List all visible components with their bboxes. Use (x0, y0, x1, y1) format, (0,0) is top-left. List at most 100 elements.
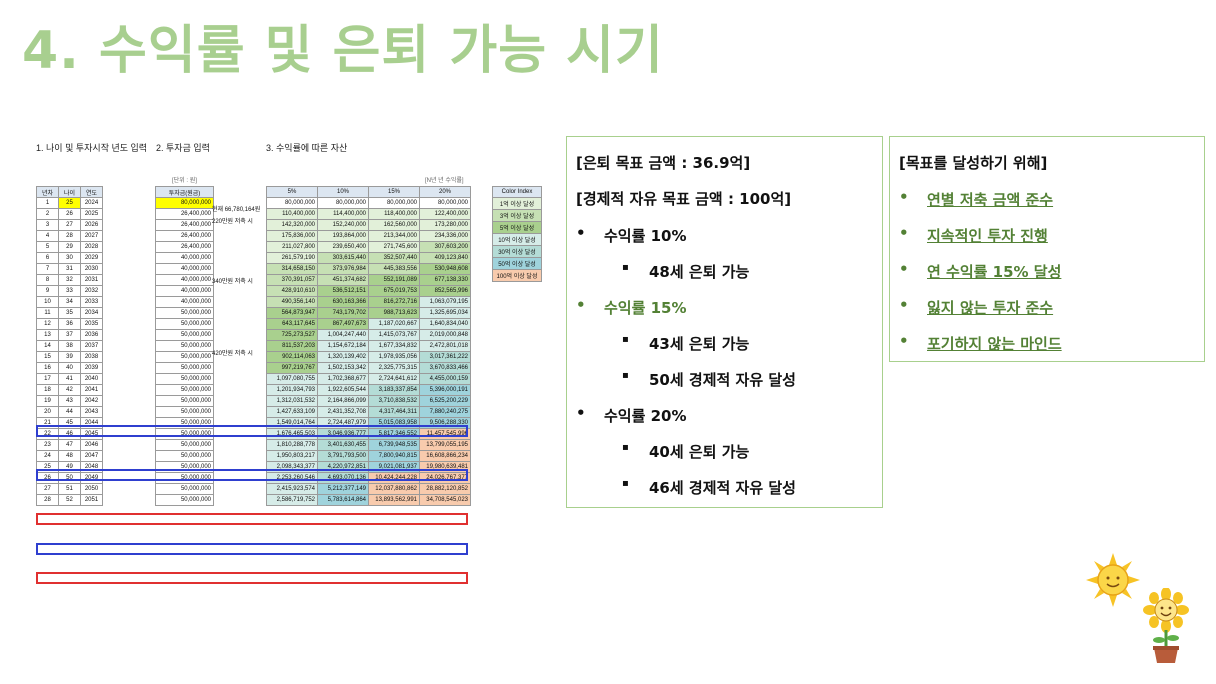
table-row: 24 48 2047 (36, 450, 103, 462)
cell-investment: 50,000,000 (155, 307, 214, 319)
col-header-year-num: 년차 (36, 186, 59, 198)
retire-target: [은퇴 목표 금액 : 36.9억] (576, 154, 751, 172)
table-row: 10 34 2033 (36, 296, 103, 308)
cell-year: 2047 (80, 450, 103, 462)
cell-investment: 50,000,000 (155, 373, 214, 385)
cell-asset: 743,179,702 (317, 307, 369, 319)
table-row: 5 29 2028 (36, 241, 103, 253)
cell-asset: 1,063,079,195 (419, 296, 471, 308)
goal-item: 연 수익률 15% 달성 (927, 263, 1062, 281)
cell-asset: 3,670,833,466 (419, 362, 471, 374)
cell-year-num: 5 (36, 241, 59, 253)
freedom-target: [경제적 자유 목표 금액 : 100억] (576, 190, 792, 208)
table-row: 40,000,000 (155, 252, 214, 264)
section-label-invest: 2. 투자금 입력 (156, 143, 210, 153)
table-row: 1,097,080,755 1,702,368,677 2,724,641,612 4… (266, 373, 471, 385)
table-row: 15 39 2038 (36, 351, 103, 363)
cell-asset: 1,187,020,667 (368, 318, 420, 330)
cell-year: 2038 (80, 351, 103, 363)
rate-15-retire: 43세 은퇴 가능 (649, 335, 750, 353)
table-row: 50,000,000 (155, 483, 214, 495)
cell-asset: 852,565,996 (419, 285, 471, 297)
cell-asset: 1,325,695,034 (419, 307, 471, 319)
goal-panel: [목표를 달성하기 위해] • 연별 저축 금액 준수 • 지속적인 투자 진행… (889, 136, 1205, 362)
note-savings-220: 220만원 저축 시 (212, 219, 253, 225)
cell-asset: 816,272,716 (368, 296, 420, 308)
table-row: 23 47 2046 (36, 439, 103, 451)
cell-asset: 7,880,240,275 (419, 406, 471, 418)
cell-asset: 211,027,800 (266, 241, 318, 253)
table-row: 50,000,000 (155, 395, 214, 407)
cell-asset: 490,356,140 (266, 296, 318, 308)
cell-investment: 40,000,000 (155, 263, 214, 275)
col-header-age: 나이 (58, 186, 81, 198)
cell-investment: 40,000,000 (155, 252, 214, 264)
cell-investment: 50,000,000 (155, 494, 214, 506)
cell-asset: 2,164,866,099 (317, 395, 369, 407)
cell-asset: 162,560,000 (368, 219, 420, 231)
cell-asset: 373,976,984 (317, 263, 369, 275)
cell-asset: 867,497,673 (317, 318, 369, 330)
cell-year-num: 8 (36, 274, 59, 286)
cell-investment: 50,000,000 (155, 318, 214, 330)
cell-year-num: 23 (36, 439, 59, 451)
cell-asset: 370,391,057 (266, 274, 318, 286)
table-row: 40,000,000 (155, 263, 214, 275)
cell-asset: 3,710,838,532 (368, 395, 420, 407)
col-header-rate-20: 20% (419, 186, 471, 198)
cell-asset: 1,154,672,184 (317, 340, 369, 352)
legend-row: 1억 이상 달성 (492, 197, 542, 210)
cell-year-num: 11 (36, 307, 59, 319)
cell-asset: 261,579,190 (266, 252, 318, 264)
cell-asset: 1,415,073,767 (368, 329, 420, 341)
cell-asset: 3,046,936,777 (317, 428, 369, 440)
age-year-table: 년차 나이 연도 1 25 2024 2 26 2025 3 27 2026 4 28 2027 5 29… (36, 186, 103, 506)
cell-asset: 6,525,200,229 (419, 395, 471, 407)
cell-asset: 552,191,089 (368, 274, 420, 286)
cell-asset: 118,400,000 (368, 208, 420, 220)
bullet-icon: • (576, 296, 586, 314)
cell-asset: 122,400,000 (419, 208, 471, 220)
cell-year-num: 2 (36, 208, 59, 220)
table-row: 50,000,000 (155, 406, 214, 418)
invest-unit-note: [단위 : 원] (172, 178, 197, 184)
cell-age: 43 (58, 395, 81, 407)
cell-asset: 4,317,464,311 (368, 406, 420, 418)
cell-asset: 152,240,000 (317, 219, 369, 231)
cell-year: 2031 (80, 274, 103, 286)
cell-age: 44 (58, 406, 81, 418)
cell-age: 32 (58, 274, 81, 286)
cell-year-num: 4 (36, 230, 59, 242)
table-row: 40,000,000 (155, 274, 214, 286)
cell-asset: 175,836,000 (266, 230, 318, 242)
table-row: 50,000,000 (155, 307, 214, 319)
legend-item: 3억 이상 달성 (492, 209, 542, 222)
cell-year-num: 13 (36, 329, 59, 341)
asset-table: 5% 10% 15% 20% 80,000,000 80,000,000 80,00… (266, 186, 471, 506)
cell-investment: 50,000,000 (155, 395, 214, 407)
bullet-icon: ▪ (622, 370, 629, 381)
cell-age: 34 (58, 296, 81, 308)
cell-year-num: 28 (36, 494, 59, 506)
cell-asset: 80,000,000 (368, 197, 420, 209)
bullet-icon: • (899, 260, 909, 278)
cell-year-num: 19 (36, 395, 59, 407)
rate-10-retire: 48세 은퇴 가능 (649, 263, 750, 281)
bullet-icon: • (899, 332, 909, 350)
goal-item: 포기하지 않는 마인드 (927, 335, 1062, 353)
table-row: 40,000,000 (155, 296, 214, 308)
cell-asset: 173,280,000 (419, 219, 471, 231)
cell-asset: 314,658,150 (266, 263, 318, 275)
cell-asset: 2,586,719,752 (266, 494, 318, 506)
cell-asset: 902,114,063 (266, 351, 318, 363)
cell-investment: 26,400,000 (155, 208, 214, 220)
cell-asset: 271,745,600 (368, 241, 420, 253)
table-row: 50,000,000 (155, 362, 214, 374)
cell-asset: 1,950,803,217 (266, 450, 318, 462)
cell-year-num: 12 (36, 318, 59, 330)
cell-year: 2033 (80, 296, 103, 308)
bullet-icon: • (576, 224, 586, 242)
cell-asset: 3,791,793,500 (317, 450, 369, 462)
table-row: 27 51 2050 (36, 483, 103, 495)
table-row: 1,676,465,503 3,046,936,777 5,817,346,552 1… (266, 428, 471, 440)
